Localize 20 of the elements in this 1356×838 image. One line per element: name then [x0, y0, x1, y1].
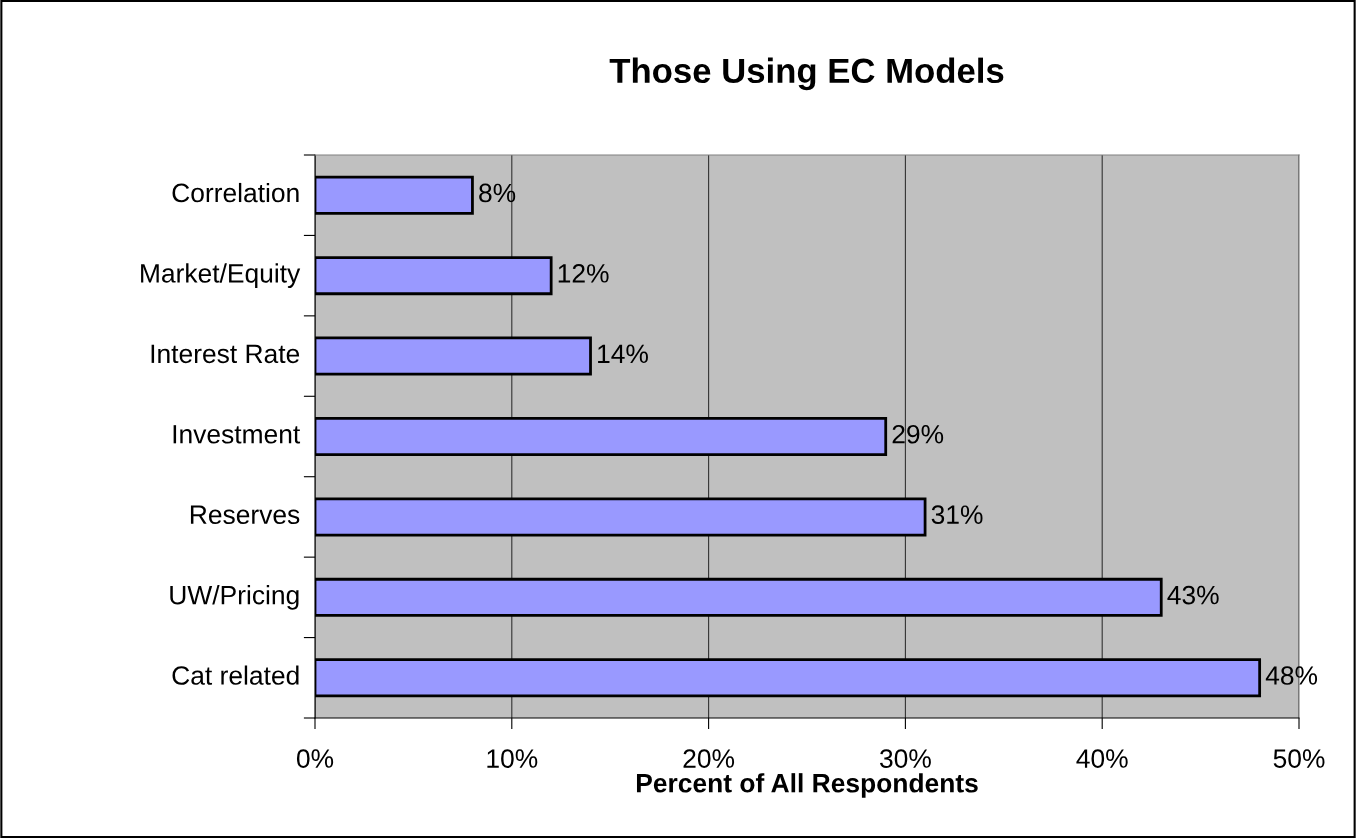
x-tick-label: 30%	[880, 749, 931, 768]
y-tick-label: Reserves	[190, 505, 300, 525]
y-tick-label: Correlation	[172, 182, 299, 203]
x-tick-label: 50%	[1273, 749, 1325, 768]
data-label: 12%	[558, 264, 609, 283]
x-tick-label: 20%	[683, 749, 735, 768]
x-axis-title: Percent of All Respondents	[636, 773, 978, 798]
y-tick-label: UW/Pricing	[170, 585, 299, 610]
x-tick-label: 0%	[296, 749, 334, 768]
data-label: 43%	[1167, 585, 1219, 605]
data-label: 48%	[1265, 666, 1318, 685]
y-tick-label: Cat related	[172, 665, 299, 685]
y-tick-label: Market/Equity	[141, 263, 301, 288]
data-label: 14%	[598, 344, 648, 364]
x-tick-label: 40%	[1076, 749, 1128, 768]
y-tick-label: Investment	[173, 425, 301, 444]
chart-title: Those Using EC Models	[609, 57, 1004, 91]
y-tick-label: Interest Rate	[151, 344, 300, 364]
data-label: 31%	[931, 505, 983, 525]
x-tick-label: 10%	[487, 749, 538, 768]
